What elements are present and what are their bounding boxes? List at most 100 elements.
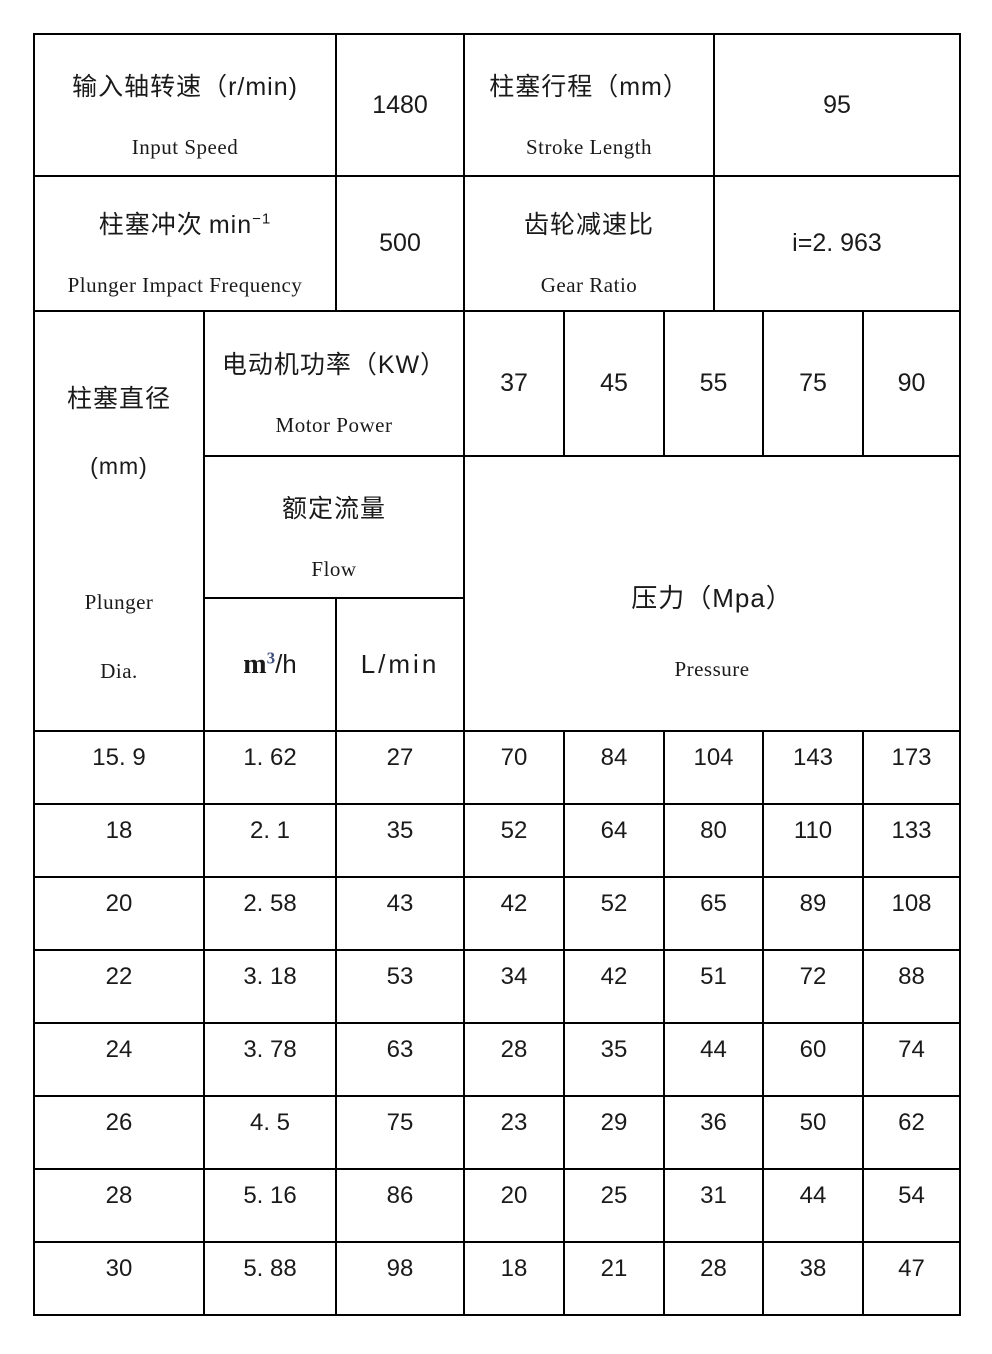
plunger-dia-label-en2: Dia. — [100, 658, 138, 683]
cell-pressure: 173 — [862, 730, 962, 805]
cell-flow-lmin: 53 — [335, 949, 466, 1024]
cell-pressure: 52 — [463, 803, 566, 878]
plunger-impact-value: 500 — [335, 175, 466, 312]
cell-plunger-dia: 15. 9 — [33, 730, 205, 805]
cell-flow-m3h: 5. 88 — [202, 1241, 338, 1316]
motor-power-label-zh: 电动机功率（KW） — [221, 351, 447, 379]
cell-flow-lmin: 27 — [335, 730, 466, 805]
cell-pressure: 88 — [862, 949, 962, 1024]
plunger-impact-unit: min — [208, 211, 253, 239]
stroke-length-header-cell: 柱塞行程（mm） Stroke Length — [463, 33, 716, 177]
cell-plunger-dia: 30 — [33, 1241, 205, 1316]
cell-flow-lmin: 98 — [335, 1241, 466, 1316]
cell-pressure: 64 — [563, 803, 666, 878]
cell-pressure: 84 — [563, 730, 666, 805]
cell-pressure: 80 — [663, 803, 765, 878]
cell-flow-lmin: 43 — [335, 876, 466, 951]
cell-pressure: 18 — [463, 1241, 566, 1316]
pressure-header-cell: 压力（Mpa） Pressure — [463, 455, 962, 732]
cell-pressure: 72 — [762, 949, 865, 1024]
motor-power-value: 45 — [563, 310, 666, 457]
plunger-impact-zh-text: 柱塞冲次 — [98, 211, 203, 239]
table-row: 15. 9 1. 62 27 70 84 104 143 173 — [33, 730, 962, 805]
cell-pressure: 44 — [762, 1168, 865, 1243]
cell-flow-lmin: 75 — [335, 1095, 466, 1170]
cell-flow-lmin: 86 — [335, 1168, 466, 1243]
header-row-motor-power: 柱塞直径 (mm) Plunger Dia. 电动机功率（KW） Motor P… — [33, 310, 962, 732]
m3h-rest: /h — [275, 648, 297, 679]
cell-pressure: 29 — [563, 1095, 666, 1170]
gear-ratio-label-zh: 齿轮减速比 — [524, 211, 655, 239]
flow-unit-lmin: L/min — [335, 597, 466, 732]
header-row-flow-units: m3/h L/min — [34, 597, 960, 732]
flow-label-en: Flow — [311, 556, 357, 581]
cell-pressure: 20 — [463, 1168, 566, 1243]
cell-flow-m3h: 2. 1 — [202, 803, 338, 878]
flow-label-zh: 额定流量 — [282, 494, 387, 523]
flow-header-cell: 额定流量 Flow — [202, 455, 466, 599]
motor-power-value: 37 — [463, 310, 566, 457]
stroke-length-label-en: Stroke Length — [525, 134, 653, 159]
table-row: 22 3. 18 53 34 42 51 72 88 — [33, 949, 962, 1024]
cell-plunger-dia: 22 — [33, 949, 205, 1024]
cell-pressure: 74 — [862, 1022, 962, 1097]
motor-power-label-en: Motor Power — [275, 413, 393, 437]
cell-pressure: 35 — [563, 1022, 666, 1097]
cell-flow-lmin: 63 — [335, 1022, 466, 1097]
gear-ratio-header-cell: 齿轮减速比 Gear Ratio — [463, 175, 716, 312]
cell-flow-m3h: 4. 5 — [202, 1095, 338, 1170]
table-row: 24 3. 78 63 28 35 44 60 74 — [33, 1022, 962, 1097]
cell-pressure: 21 — [563, 1241, 666, 1316]
cell-pressure: 34 — [463, 949, 566, 1024]
cell-plunger-dia: 24 — [33, 1022, 205, 1097]
gear-ratio-value: i=2. 963 — [713, 175, 962, 312]
cell-pressure: 42 — [463, 876, 566, 951]
cell-pressure: 133 — [862, 803, 962, 878]
cell-pressure: 25 — [563, 1168, 666, 1243]
header-row-flow-pressure: 额定流量 Flow 压力（Mpa） Pressure — [34, 455, 962, 732]
cell-plunger-dia: 18 — [33, 803, 205, 878]
plunger-impact-superscript: −1 — [252, 210, 272, 228]
cell-pressure: 31 — [663, 1168, 765, 1243]
cell-pressure: 28 — [463, 1022, 566, 1097]
pump-spec-table: 输入轴转速（r/min) Input Speed 1480 柱塞行程（mm） S… — [32, 33, 962, 1316]
plunger-dia-unit: (mm) — [90, 452, 148, 479]
cell-pressure: 28 — [663, 1241, 765, 1316]
cell-flow-lmin: 35 — [335, 803, 466, 878]
cell-pressure: 50 — [762, 1095, 865, 1170]
cell-pressure: 42 — [563, 949, 666, 1024]
cell-pressure: 70 — [463, 730, 566, 805]
pressure-label-en: Pressure — [674, 656, 750, 681]
cell-pressure: 52 — [563, 876, 666, 951]
gear-ratio-label-en: Gear Ratio — [540, 273, 638, 297]
cell-plunger-dia: 26 — [33, 1095, 205, 1170]
plunger-dia-header-cell: 柱塞直径 (mm) Plunger Dia. — [33, 310, 205, 732]
plunger-impact-label-zh: 柱塞冲次 min−1 — [36, 205, 334, 241]
cell-pressure: 89 — [762, 876, 865, 951]
plunger-impact-header-cell: 柱塞冲次 min−1 Plunger Impact Frequency — [32, 175, 338, 312]
header-row-input-speed: 输入轴转速（r/min) Input Speed 1480 柱塞行程（mm） S… — [32, 33, 962, 177]
cell-pressure: 104 — [663, 730, 765, 805]
cell-plunger-dia: 20 — [33, 876, 205, 951]
table-row: 18 2. 1 35 52 64 80 110 133 — [33, 803, 962, 878]
motor-power-value: 90 — [862, 310, 962, 457]
input-speed-label-zh: 输入轴转速（r/min) — [72, 72, 298, 101]
pressure-label-zh: 压力（Mpa） — [631, 582, 793, 613]
cell-pressure: 143 — [762, 730, 865, 805]
cell-pressure: 54 — [862, 1168, 962, 1243]
cell-pressure: 38 — [762, 1241, 865, 1316]
plunger-dia-label-zh: 柱塞直径 — [66, 384, 171, 413]
input-speed-value: 1480 — [335, 33, 466, 177]
input-speed-label-en: Input Speed — [131, 134, 239, 159]
cell-pressure: 110 — [762, 803, 865, 878]
m3h-base: m — [243, 648, 267, 680]
motor-power-header-cell: 电动机功率（KW） Motor Power — [202, 310, 466, 457]
flow-unit-m3h: m3/h — [202, 597, 338, 732]
motor-power-value: 55 — [663, 310, 765, 457]
table-row: 26 4. 5 75 23 29 36 50 62 — [33, 1095, 962, 1170]
cell-pressure: 60 — [762, 1022, 865, 1097]
cell-pressure: 65 — [663, 876, 765, 951]
plunger-dia-label-en1: Plunger — [84, 589, 154, 614]
table-row: 28 5. 16 86 20 25 31 44 54 — [33, 1168, 962, 1243]
